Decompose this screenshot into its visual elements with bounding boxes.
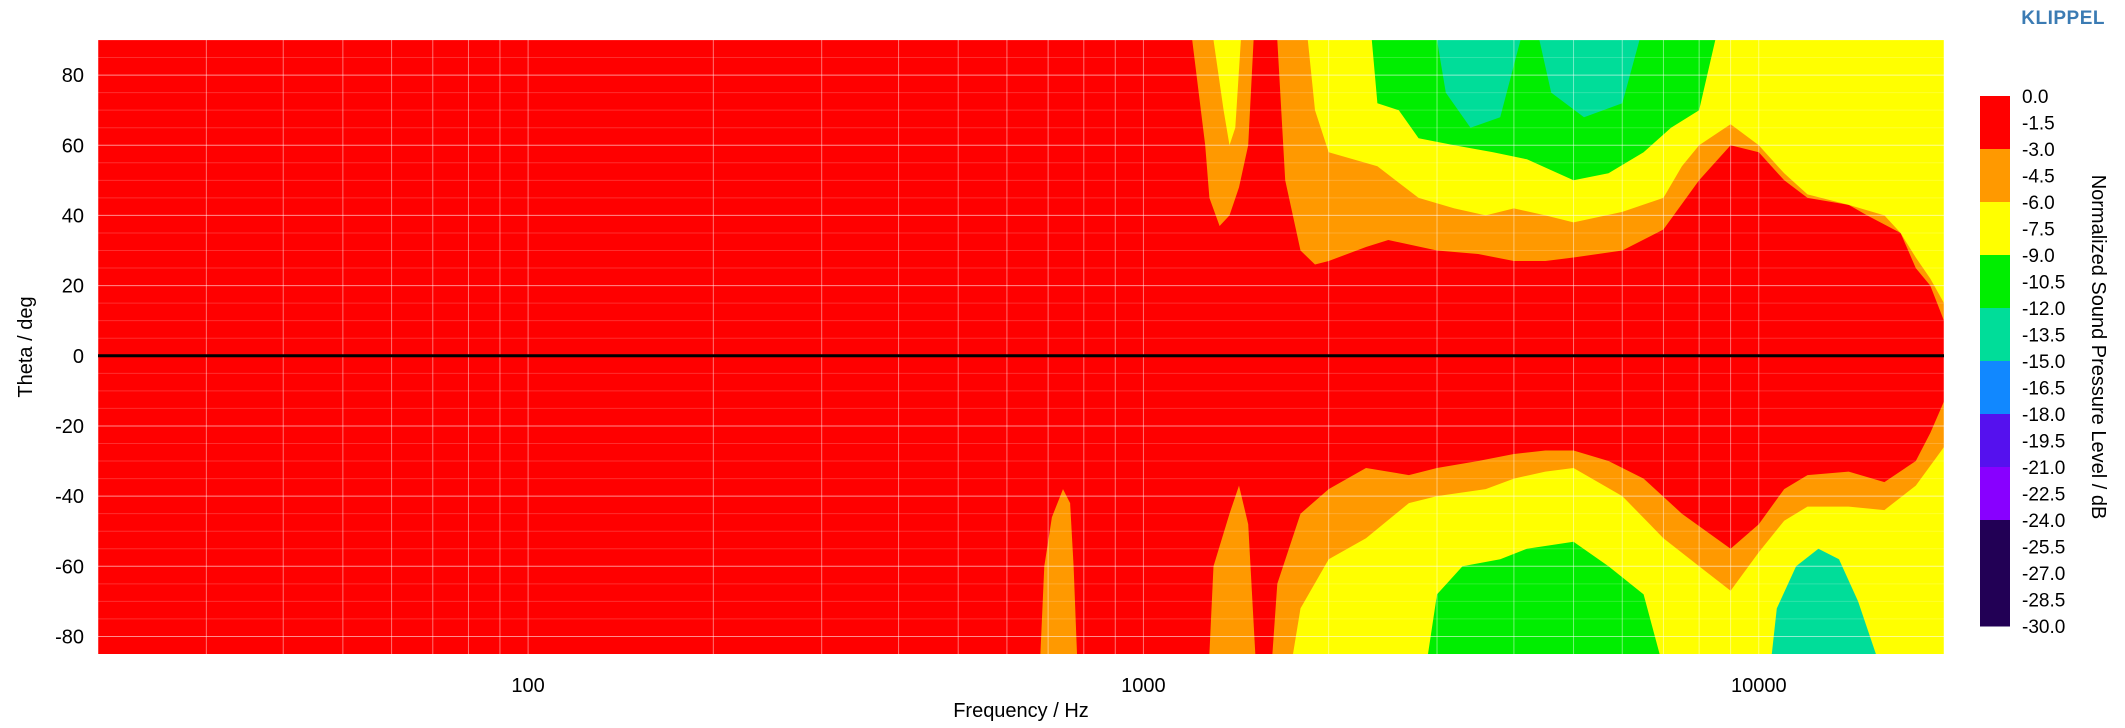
y-tick-label: 20 — [62, 276, 84, 298]
colorbar-tick-label: -28.5 — [2022, 591, 2065, 612]
colorbar-tick-label: -12.0 — [2022, 299, 2065, 320]
colorbar-tick-label: -3.0 — [2022, 140, 2055, 161]
colorbar-band-2 — [1980, 202, 2010, 256]
colorbar-band-8 — [1980, 520, 2010, 627]
colorbar-tick-label: -24.0 — [2022, 511, 2065, 532]
y-tick-label: 0 — [73, 346, 84, 368]
y-tick-label: -80 — [55, 626, 84, 648]
colorbar-tick-label: -16.5 — [2022, 379, 2065, 400]
colorbar: 0.0 -1.5 -3.0 -4.5 -6.0 -7.5 -9.0 -10.5 -12.0 -13… — [1980, 87, 2065, 638]
y-tick-label: -60 — [55, 556, 84, 578]
contour-region-11 — [1539, 40, 1640, 118]
colorbar-label: Normalized Sound Pressure Level / dB — [2087, 175, 2109, 520]
colorbar-tick-label: -27.0 — [2022, 564, 2065, 585]
contour-region-5 — [1213, 40, 1241, 146]
colorbar-tick-label: -18.0 — [2022, 405, 2065, 426]
brand-logo: KLIPPEL — [2021, 8, 2105, 29]
colorbar-band-3 — [1980, 255, 2010, 309]
x-tick-label: 1000 — [1121, 675, 1166, 697]
colorbar-tick-label: -19.5 — [2022, 432, 2065, 453]
y-tick-label: -40 — [55, 486, 84, 508]
colorbar-tick-label: -25.5 — [2022, 538, 2065, 559]
colorbar-band-4 — [1980, 308, 2010, 362]
colorbar-tick-label: -7.5 — [2022, 220, 2055, 241]
contour-region-3 — [1209, 485, 1256, 654]
y-tick-label: 80 — [62, 65, 84, 87]
colorbar-tick-label: -13.5 — [2022, 326, 2065, 347]
x-axis-label: Frequency / Hz — [953, 700, 1089, 722]
y-tick-label: -20 — [55, 416, 84, 438]
y-axis-label: Theta / deg — [15, 296, 37, 397]
colorbar-tick-label: -15.0 — [2022, 352, 2065, 373]
x-tick-label: 100 — [511, 675, 544, 697]
x-tick-label: 10000 — [1731, 675, 1787, 697]
colorbar-band-1 — [1980, 149, 2010, 203]
y-tick-label: 40 — [62, 205, 84, 227]
colorbar-tick-label: -22.5 — [2022, 485, 2065, 506]
contour-region-9 — [1428, 541, 1660, 654]
contour-region-12 — [1771, 548, 1876, 654]
y-tick-label: 60 — [62, 135, 84, 157]
colorbar-band-7 — [1980, 467, 2010, 521]
colorbar-tick-label: -4.5 — [2022, 167, 2055, 188]
colorbar-tick-label: 0.0 — [2022, 87, 2048, 108]
contour-region-10 — [1437, 40, 1521, 128]
colorbar-tick-label: -9.0 — [2022, 246, 2055, 267]
grid — [98, 40, 1944, 654]
contour-region-2 — [1040, 489, 1077, 654]
colorbar-tick-label: -1.5 — [2022, 114, 2055, 135]
colorbar-band-0 — [1980, 96, 2010, 150]
colorbar-band-5 — [1980, 361, 2010, 415]
colorbar-band-6 — [1980, 414, 2010, 468]
colorbar-tick-label: -30.0 — [2022, 617, 2065, 638]
colorbar-tick-label: -21.0 — [2022, 458, 2065, 479]
colorbar-tick-label: -10.5 — [2022, 273, 2065, 294]
colorbar-tick-label: -6.0 — [2022, 193, 2055, 214]
plot-area — [98, 40, 1944, 654]
axes: 80 60 40 20 0 -20 -40 -60 -80 100 1000 10000 — [55, 65, 1786, 697]
